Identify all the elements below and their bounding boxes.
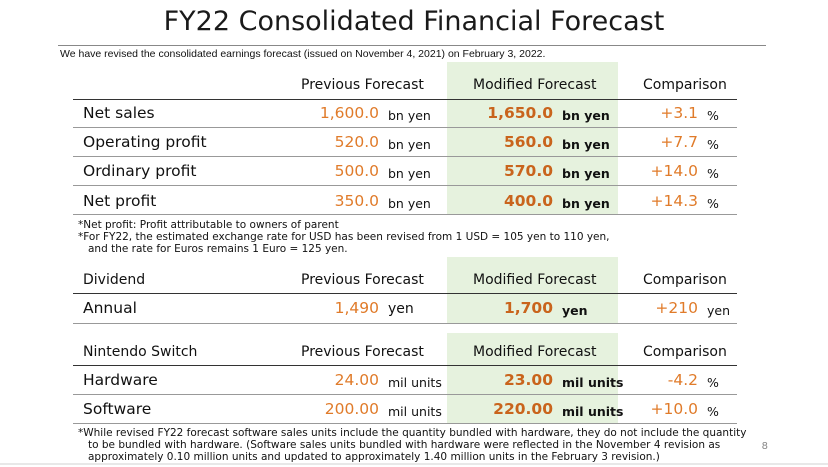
row-label: Software — [83, 400, 152, 418]
row-label: Net profit — [83, 192, 157, 210]
comparison-value: +210 — [655, 299, 698, 317]
footnote-exchange-rate: *For FY22, the estimated exchange rate f… — [78, 231, 610, 243]
header-previous-forecast: Previous Forecast — [301, 272, 424, 288]
comparison-unit: % — [707, 137, 719, 152]
modified-value: 570.0 — [503, 162, 553, 180]
row-divider — [73, 127, 737, 128]
row-label: Ordinary profit — [83, 162, 197, 180]
comparison-unit: % — [707, 404, 719, 419]
previous-value: 350.0 — [334, 192, 379, 210]
footnote-software-bundled-cont2: approximately 0.10 million units and upd… — [88, 451, 660, 463]
modified-value: 23.00 — [503, 371, 553, 389]
dividend-section-header: Dividend — [83, 272, 146, 288]
previous-value: 520.0 — [334, 133, 379, 151]
header-modified-forecast: Modified Forecast — [473, 344, 597, 360]
modified-value: 560.0 — [503, 133, 553, 151]
comparison-unit: % — [707, 375, 719, 390]
modified-column-highlight-earnings — [447, 62, 618, 215]
header-previous-forecast: Previous Forecast — [301, 344, 424, 360]
comparison-value: +14.3 — [650, 192, 699, 210]
page-number: 8 — [761, 441, 768, 452]
header-previous-forecast: Previous Forecast — [301, 77, 424, 93]
previous-value: 200.00 — [324, 400, 379, 418]
comparison-value: +14.0 — [650, 162, 699, 180]
previous-value: 500.0 — [334, 162, 379, 180]
title-divider — [58, 45, 766, 46]
row-label: Net sales — [83, 104, 155, 122]
modified-unit: bn yen — [562, 166, 610, 181]
previous-unit: mil units — [388, 404, 442, 419]
modified-unit: bn yen — [562, 196, 610, 211]
footnote-software-bundled: *While revised FY22 forecast software sa… — [78, 427, 747, 439]
row-label: Hardware — [83, 371, 158, 389]
comparison-unit: % — [707, 196, 719, 211]
row-label: Annual — [83, 299, 137, 317]
row-divider — [73, 156, 737, 157]
comparison-value: +7.7 — [660, 133, 698, 151]
footnote-exchange-rate-cont: and the rate for Euros remains 1 Euro = … — [88, 243, 348, 255]
row-divider — [73, 323, 737, 324]
previous-value: 1,490 — [334, 299, 379, 317]
row-divider — [73, 214, 737, 215]
modified-unit: mil units — [562, 375, 624, 390]
header-modified-forecast: Modified Forecast — [473, 77, 597, 93]
previous-unit: yen — [388, 301, 414, 317]
modified-column-highlight-switch — [447, 333, 618, 423]
footnote-net-profit: *Net profit: Profit attributable to owne… — [78, 219, 339, 231]
comparison-unit: % — [707, 166, 719, 181]
switch-section-header: Nintendo Switch — [83, 344, 198, 360]
row-divider — [73, 423, 737, 424]
modified-value: 400.0 — [503, 192, 553, 210]
row-label: Operating profit — [83, 133, 207, 151]
previous-unit: bn yen — [388, 196, 431, 211]
previous-value: 24.00 — [334, 371, 379, 389]
header-comparison: Comparison — [643, 77, 727, 93]
previous-unit: mil units — [388, 375, 442, 390]
previous-unit: bn yen — [388, 108, 431, 123]
subtitle: We have revised the consolidated earning… — [60, 48, 546, 60]
modified-value: 1,700 — [503, 299, 553, 317]
comparison-unit: yen — [707, 303, 731, 318]
header-comparison: Comparison — [643, 272, 727, 288]
modified-unit: bn yen — [562, 137, 610, 152]
table-top-rule — [73, 365, 737, 366]
modified-column-highlight-dividend — [447, 257, 618, 324]
comparison-value: -4.2 — [667, 371, 698, 389]
comparison-unit: % — [707, 108, 719, 123]
previous-unit: bn yen — [388, 166, 431, 181]
row-divider — [73, 185, 737, 186]
comparison-value: +10.0 — [650, 400, 699, 418]
bottom-divider — [0, 463, 828, 465]
modified-value: 1,650.0 — [487, 104, 553, 122]
row-divider — [73, 394, 737, 395]
table-top-rule — [73, 99, 737, 100]
previous-unit: bn yen — [388, 137, 431, 152]
previous-value: 1,600.0 — [319, 104, 379, 122]
header-comparison: Comparison — [643, 344, 727, 360]
modified-unit: bn yen — [562, 108, 610, 123]
modified-value: 220.00 — [493, 400, 553, 418]
table-top-rule — [73, 293, 737, 294]
modified-unit: mil units — [562, 404, 624, 419]
comparison-value: +3.1 — [660, 104, 698, 122]
header-modified-forecast: Modified Forecast — [473, 272, 597, 288]
page-title: FY22 Consolidated Financial Forecast — [163, 6, 665, 37]
footnote-software-bundled-cont1: to be bundled with hardware. (Software s… — [88, 439, 721, 451]
modified-unit: yen — [562, 303, 588, 318]
